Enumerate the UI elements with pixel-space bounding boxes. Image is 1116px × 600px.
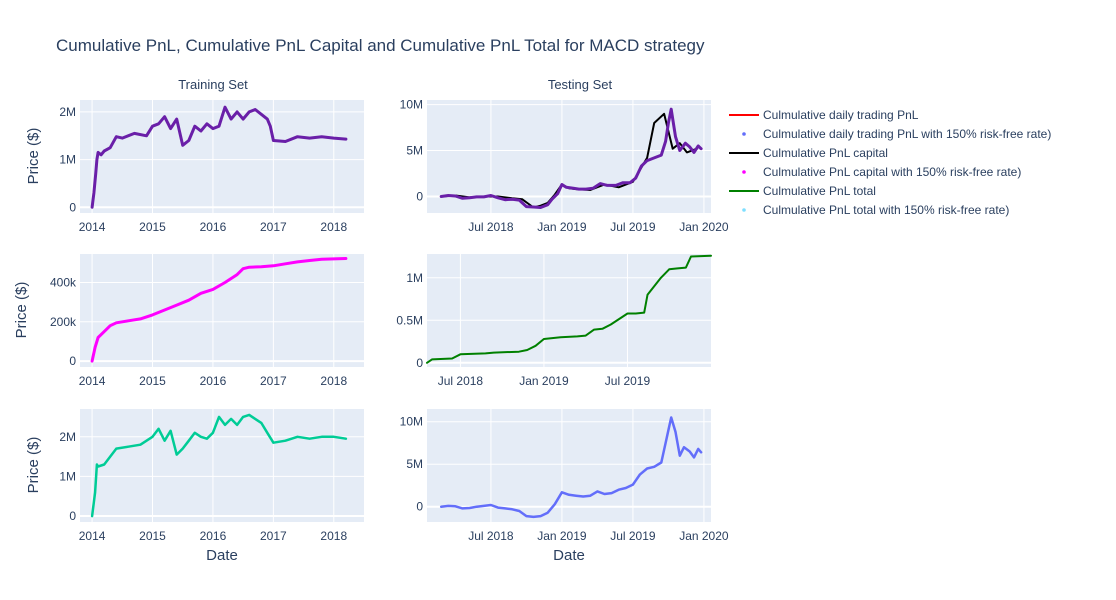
x-tick-label: 2014 [79, 529, 106, 543]
x-tick-label: 2016 [200, 374, 227, 388]
subplot-title-testing: Testing Set [548, 77, 613, 92]
subplot-r2-c1: 2014 2015 2016 2017 2018 0 200k 400k [50, 254, 364, 388]
plot-area [427, 254, 711, 367]
x-tick-label: Jan 2019 [537, 220, 587, 234]
y-tick-label: 0 [69, 200, 76, 214]
legend[interactable]: Culmulative daily trading PnL Culmulative… [729, 108, 1051, 217]
series-line-1 [439, 416, 703, 519]
y-tick-label: 1M [59, 153, 76, 167]
y-tick-label: 400k [50, 275, 77, 289]
x-tick-label: 2018 [320, 374, 347, 388]
chart-title: Cumulative PnL, Cumulative PnL Capital a… [56, 36, 705, 55]
legend-dot-swatch [742, 208, 746, 212]
plot-area [80, 409, 364, 522]
x-axis-label-right: Date [553, 547, 585, 564]
x-tick-label: 2015 [139, 220, 166, 234]
x-tick-label: Jan 2019 [519, 374, 569, 388]
x-tick-label: 2014 [79, 374, 106, 388]
subplots: 2014 2015 2016 2017 2018 0 1M 2M Jul 2018 Jan 201… [50, 98, 729, 543]
x-tick-label: Jul 2018 [468, 529, 514, 543]
x-tick-label: Jan 2019 [537, 529, 587, 543]
legend-label: Culmulative daily trading PnL [763, 108, 919, 122]
y-tick-label: 2M [59, 105, 76, 119]
y-tick-label: 0 [416, 500, 423, 514]
legend-label: Culmulative PnL total with 150% risk-fre… [763, 203, 1009, 217]
y-tick-label: 0 [416, 356, 423, 370]
x-tick-label: 2016 [200, 529, 227, 543]
plot-area [427, 100, 711, 213]
legend-label: Culmulative PnL total [763, 184, 876, 198]
y-axis-label-row1: Price ($) [25, 128, 42, 185]
x-axis-label-left: Date [206, 547, 238, 564]
series-line-1 [426, 254, 712, 364]
x-tick-label: 2018 [320, 529, 347, 543]
y-tick-label: 10M [400, 415, 423, 429]
subplot-r3-c2: Jul 2018 Jan 2019 Jul 2019 Jan 2020 0 5M 10M [400, 409, 729, 543]
legend-item[interactable]: Culmulative PnL total [729, 184, 876, 198]
x-tick-label: Jul 2019 [610, 220, 656, 234]
x-tick-label: 2015 [139, 529, 166, 543]
subplot-r1-c2: Jul 2018 Jan 2019 Jul 2019 Jan 2020 0 5M 10M [400, 98, 729, 234]
y-axis-label-row2: Price ($) [13, 282, 30, 339]
x-tick-label: 2017 [260, 374, 287, 388]
x-tick-label: Jul 2018 [438, 374, 484, 388]
x-tick-label: 2017 [260, 220, 287, 234]
y-tick-label: 0 [416, 189, 423, 203]
legend-label: Culmulative PnL capital with 150% risk-f… [763, 165, 1021, 179]
plot-area [80, 254, 364, 367]
legend-label: Culmulative daily trading PnL with 150% … [763, 127, 1051, 141]
series-line-1 [90, 257, 348, 363]
y-tick-label: 0.5M [396, 313, 423, 327]
y-axis-label-row3: Price ($) [25, 437, 42, 494]
series-line-2 [90, 105, 348, 209]
y-tick-label: 1M [406, 271, 423, 285]
x-tick-label: 2014 [79, 220, 106, 234]
series-line-1 [90, 413, 348, 518]
legend-dot-swatch [742, 132, 746, 136]
legend-item[interactable]: Culmulative PnL total with 150% risk-fre… [742, 203, 1009, 217]
x-tick-label: Jul 2018 [468, 220, 514, 234]
legend-item[interactable]: Culmulative PnL capital [729, 146, 888, 160]
y-tick-label: 5M [406, 144, 423, 158]
legend-dot-swatch [742, 170, 746, 174]
x-tick-label: 2016 [200, 220, 227, 234]
x-tick-label: Jul 2019 [610, 529, 656, 543]
series-line-2 [439, 107, 703, 209]
legend-item[interactable]: Culmulative daily trading PnL with 150% … [742, 127, 1051, 141]
y-tick-label: 2M [59, 430, 76, 444]
x-tick-label: 2017 [260, 529, 287, 543]
plot-area [427, 409, 711, 522]
y-tick-label: 1M [59, 469, 76, 483]
x-tick-label: 2018 [320, 220, 347, 234]
y-tick-label: 200k [50, 315, 77, 329]
y-tick-label: 0 [69, 354, 76, 368]
x-tick-label: Jan 2020 [679, 529, 729, 543]
y-tick-label: 5M [406, 457, 423, 471]
x-tick-label: Jul 2019 [605, 374, 651, 388]
subplot-r2-c2: Jul 2018 Jan 2019 Jul 2019 0 0.5M 1M [396, 254, 712, 388]
legend-item[interactable]: Culmulative PnL capital with 150% risk-f… [742, 165, 1021, 179]
y-tick-label: 0 [69, 509, 76, 523]
x-tick-label: 2015 [139, 374, 166, 388]
y-tick-label: 10M [400, 98, 423, 112]
x-tick-label: Jan 2020 [679, 220, 729, 234]
subplot-title-training: Training Set [178, 77, 248, 92]
subplot-r1-c1: 2014 2015 2016 2017 2018 0 1M 2M [59, 100, 364, 234]
legend-label: Culmulative PnL capital [763, 146, 888, 160]
subplot-r3-c1: 2014 2015 2016 2017 2018 0 1M 2M [59, 409, 364, 543]
legend-item[interactable]: Culmulative daily trading PnL [729, 108, 919, 122]
